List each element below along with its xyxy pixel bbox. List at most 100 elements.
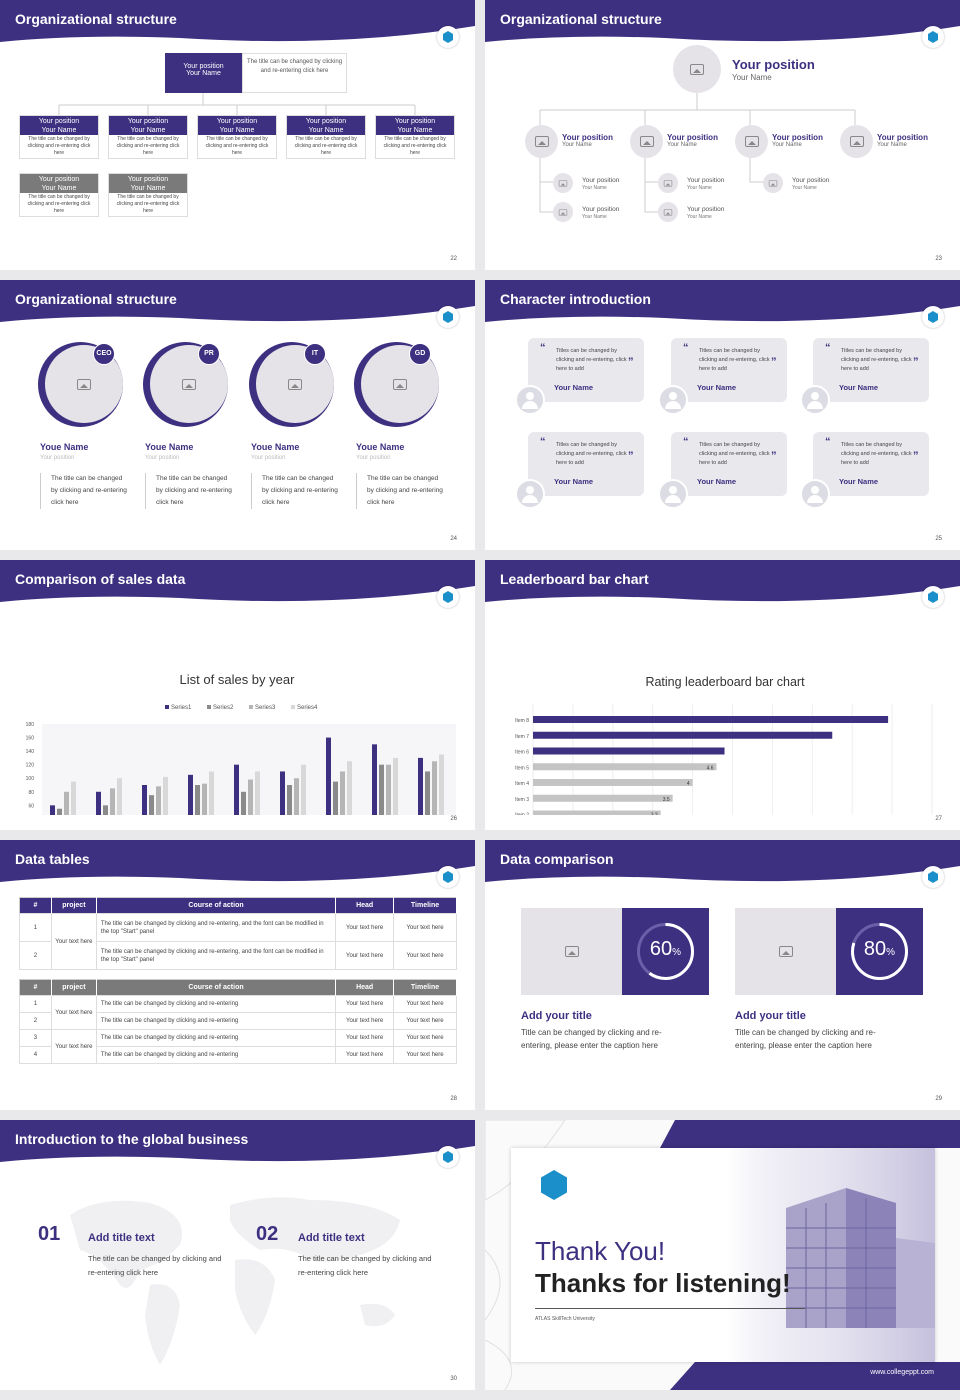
image-icon xyxy=(182,378,196,390)
slide-27: Leaderboard bar chart Rating leaderboard… xyxy=(485,560,960,830)
bar xyxy=(294,778,299,815)
bar xyxy=(156,786,161,815)
percent-panel: 80% xyxy=(836,908,923,995)
position-label: Your position xyxy=(687,177,725,184)
table-header-cell: Course of action xyxy=(96,979,337,996)
name-label: Your Name xyxy=(582,214,607,220)
item-desc: The title can be changed by clicking and… xyxy=(88,1254,222,1277)
avatar-body xyxy=(807,495,823,503)
position-label: Your position xyxy=(183,63,224,70)
slide-title: Comparison of sales data xyxy=(15,571,186,587)
image-icon xyxy=(849,136,864,147)
position-header: Your position Your Name xyxy=(376,116,454,135)
table-header-cell: Head xyxy=(335,979,395,996)
percent-number: 80 xyxy=(863,938,887,960)
bar xyxy=(533,779,693,786)
table-row: 1 Your text here The title can be changed … xyxy=(19,913,457,970)
position-desc: The title can be changed by clicking and… xyxy=(383,136,447,156)
bar xyxy=(333,781,338,815)
avatar-icon xyxy=(515,479,545,509)
y-tick-label: 60 xyxy=(28,803,34,809)
slide-28: Data tables # project Course of action Head… xyxy=(0,840,475,1110)
percent-number: 60 xyxy=(649,938,673,960)
percent-ring-60 xyxy=(637,923,694,980)
bar xyxy=(287,785,292,815)
legend-swatch xyxy=(291,705,295,709)
slide-title: Organizational structure xyxy=(500,11,662,27)
page-number: 30 xyxy=(450,1376,457,1382)
slide-23: Organizational structure Your position Y… xyxy=(485,0,960,270)
member-photo xyxy=(38,342,123,427)
avatar xyxy=(763,173,783,193)
bar xyxy=(533,716,889,723)
action-cell: The title can be changed by clicking and… xyxy=(95,913,337,942)
head-cell: Your text here xyxy=(335,1012,395,1030)
position-header: Your position Your Name xyxy=(20,174,98,193)
member-name: Youe Name xyxy=(356,442,405,452)
website-url: www.collegeppt.com xyxy=(870,1369,934,1376)
slide-31: Thank You! Thanks for listening! ATLAS S… xyxy=(485,1120,960,1390)
main-name: Your Name xyxy=(732,73,772,82)
image-icon xyxy=(558,208,568,216)
slide-header xyxy=(0,280,475,332)
slide-title: Introduction to the global business xyxy=(15,1131,249,1147)
quote-card: “ Titles can be changed by clicking and r… xyxy=(671,338,787,402)
bar xyxy=(234,764,239,815)
data-label: 3.5 xyxy=(663,797,670,803)
quote-close-icon: ” xyxy=(628,450,634,462)
role-badge: PR xyxy=(198,343,220,365)
quote-close-icon: ” xyxy=(771,450,777,462)
avatar xyxy=(553,173,573,193)
avatar-body xyxy=(665,401,681,409)
top-desc: The title can be changed by clicking and… xyxy=(242,53,347,93)
name-label: Your Name xyxy=(772,142,802,148)
avatar-head xyxy=(811,392,819,400)
background-shapes xyxy=(485,1120,960,1390)
row-number: 1 xyxy=(19,995,52,1013)
position-header: Your position Your Name xyxy=(20,116,98,135)
bar xyxy=(379,764,384,815)
position-card: Your position Your Name The title can be c… xyxy=(19,173,99,217)
head-cell: Your text here xyxy=(335,941,395,970)
avatar-head xyxy=(526,392,534,400)
quote-open-icon: “ xyxy=(683,436,689,448)
main-avatar xyxy=(673,45,721,93)
bar xyxy=(280,771,285,815)
image-icon xyxy=(768,179,778,187)
member-desc: The title can be changed by clicking and… xyxy=(40,473,128,509)
avatar-body xyxy=(807,401,823,409)
name-label: Your Name xyxy=(877,142,907,148)
table-header-cell: # xyxy=(19,979,52,996)
position-desc: The title can be changed by clicking and… xyxy=(27,194,91,214)
position-label: Your position xyxy=(877,133,928,142)
building-image xyxy=(726,1148,935,1362)
timeline-cell: Your text here xyxy=(393,941,457,970)
slide-25: Character introduction “ Titles can be ch… xyxy=(485,280,960,550)
bar xyxy=(71,781,76,815)
member-position: Your position xyxy=(40,455,75,461)
avatar-body xyxy=(522,401,538,409)
bar xyxy=(209,771,214,815)
member-name: Youe Name xyxy=(40,442,89,452)
percent-value: 80% xyxy=(836,938,923,961)
quote-card: “ Titles can be changed by clicking and r… xyxy=(671,432,787,496)
position-label: Your position xyxy=(38,118,80,125)
timeline-cell: Your text here xyxy=(393,1012,457,1030)
position-label: Your position xyxy=(127,118,169,125)
logo-icon xyxy=(437,306,459,328)
avatar xyxy=(553,202,573,222)
position-label: Your position xyxy=(667,133,718,142)
table-row: 1 Your text here The title can be changed … xyxy=(19,995,457,1030)
position-desc: The title can be changed by clicking and… xyxy=(116,194,180,214)
quote-card: “ Titles can be changed by clicking and r… xyxy=(813,338,929,402)
slide-22: Organizational structure Your position Y… xyxy=(0,0,475,270)
timeline-cell: Your text here xyxy=(393,995,457,1013)
image-icon xyxy=(558,179,568,187)
member-position: Your position xyxy=(251,455,286,461)
quote-text: Titles can be changed by clicking and re… xyxy=(841,442,912,466)
action-cell: The title can be changed by clicking and… xyxy=(95,941,337,970)
position-card: Your position Your Name The title can be c… xyxy=(375,115,455,159)
quote-text: Titles can be changed by clicking and re… xyxy=(699,442,770,466)
page-number: 29 xyxy=(935,1096,942,1102)
position-label: Your position xyxy=(38,176,80,183)
